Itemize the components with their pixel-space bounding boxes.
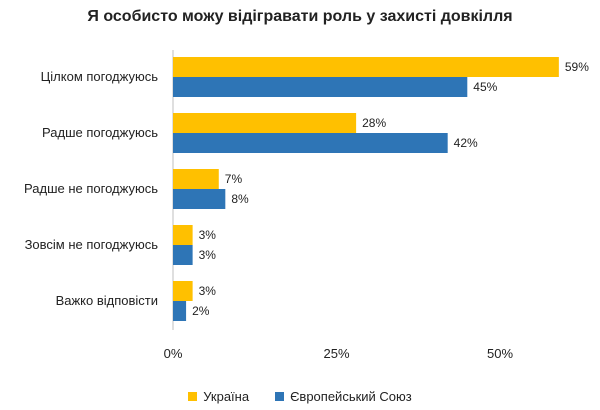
category-label: Радше погоджуюсь [42, 125, 158, 140]
data-label: 3% [199, 248, 217, 262]
bar-ukraine [173, 57, 559, 77]
bar-ukraine [173, 225, 193, 245]
data-label: 3% [199, 284, 217, 298]
category-label: Цілком погоджуюсь [41, 69, 159, 84]
legend-swatch-ukraine [188, 392, 198, 401]
category-label: Зовсім не погоджуюсь [25, 237, 159, 252]
legend-label-ukraine: Україна [203, 389, 250, 404]
legend: Україна Європейський Союз [0, 389, 600, 404]
x-tick-label: 0% [164, 346, 183, 361]
bar-ukraine [173, 169, 219, 189]
chart-title: Я особисто можу відігравати роль у захис… [87, 8, 513, 25]
bar-eu [173, 189, 226, 209]
data-label: 8% [231, 192, 249, 206]
data-label: 45% [473, 80, 497, 94]
legend-swatch-eu [275, 392, 285, 401]
data-label: 42% [454, 136, 478, 150]
x-tick-label: 50% [487, 346, 513, 361]
bar-ukraine [173, 281, 193, 301]
bar-eu [173, 301, 187, 321]
category-label: Важко відповісти [56, 293, 158, 308]
legend-label-eu: Європейський Союз [290, 389, 412, 404]
x-tick-label: 25% [323, 346, 349, 361]
legend-item-ukraine: Україна [188, 389, 249, 404]
bar-chart: Цілком погоджуюсь Радше погоджуюсь Радше н… [24, 50, 589, 361]
category-label: Радше не погоджуюсь [24, 181, 158, 196]
data-label: 59% [565, 60, 589, 74]
data-label: 7% [225, 172, 243, 186]
bar-ukraine [173, 113, 357, 133]
bar-eu [173, 77, 468, 97]
data-label: 28% [362, 116, 386, 130]
data-label: 2% [192, 304, 210, 318]
data-label: 3% [199, 228, 217, 242]
bar-eu [173, 133, 448, 153]
legend-item-eu: Європейський Союз [275, 389, 412, 404]
bar-eu [173, 245, 193, 265]
